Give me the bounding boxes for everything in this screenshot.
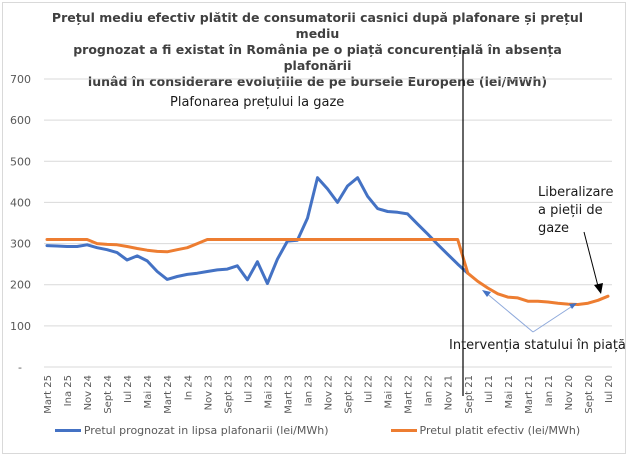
y-tick-label: 100 <box>10 320 31 333</box>
x-tick-label: Ian 23 <box>303 375 314 406</box>
x-tick-label: Ina 25 <box>63 375 74 406</box>
y-tick-label: 500 <box>10 155 31 168</box>
x-tick-label: Mai 24 <box>143 375 154 408</box>
x-tick-label: Iul 21 <box>484 375 495 403</box>
y-tick-label: 400 <box>10 196 31 209</box>
liberalization-annotation-line-1: Liberalizare <box>538 185 614 200</box>
x-tick-label: Mart 21 <box>524 375 535 414</box>
x-tick-label: Mai 23 <box>263 375 274 408</box>
chart-title: Prețul mediu efectiv plătit de consumato… <box>40 10 595 90</box>
title-line-1: Prețul mediu efectiv plătit de consumato… <box>51 10 584 41</box>
x-tick-label: Nov 20 <box>564 375 575 410</box>
legend-label-forecast: Pretul prognozat in lipsa plafonarii (le… <box>83 424 329 437</box>
y-tick-label: 200 <box>10 279 31 292</box>
intervention-arrowhead-left <box>482 290 491 297</box>
x-tick-label: Sept 20 <box>584 375 595 414</box>
x-tick-label: Sept 24 <box>103 375 114 414</box>
x-tick-label: Mart 24 <box>163 375 174 414</box>
x-tick-label: Mai 21 <box>504 375 515 408</box>
liberalization-arrowhead <box>594 283 603 294</box>
y-tick-label: 700 <box>10 73 31 86</box>
x-tick-label: Nov 22 <box>324 375 335 410</box>
cap-annotation: Plafonarea prețului la gaze <box>170 95 344 110</box>
chart-frame <box>2 2 626 454</box>
x-tick-label: Iul 20 <box>604 375 615 403</box>
x-tick-label: Iul 23 <box>243 375 254 403</box>
legend-item-forecast: Pretul prognozat in lipsa plafonarii (le… <box>54 424 329 437</box>
series-line-forecast <box>45 176 470 285</box>
x-tick-label: Mart 25 <box>43 375 54 414</box>
legend-item-actual: Pretul platit efectiv (lei/MWh) <box>390 424 581 437</box>
x-tick-label: Iul 22 <box>364 375 375 403</box>
x-tick-label: Ian 21 <box>544 375 555 406</box>
x-tick-label: Sept 22 <box>344 375 355 414</box>
y-tick-label: 300 <box>10 238 31 251</box>
liberalization-annotation-line-2: a pieții de <box>538 203 603 218</box>
intervention-arrow-left <box>484 291 534 333</box>
x-tick-label: Nov 23 <box>203 375 214 410</box>
legend-swatch-forecast <box>54 429 81 432</box>
x-tick-label: Sept 23 <box>223 375 234 414</box>
legend-swatch-actual <box>390 429 417 432</box>
x-axis-ticks: Mart 25 Ina 25 Nov 24 Sept 24 Iul 24 Mai 24 Ma… <box>43 375 615 414</box>
x-tick-label: Mart 22 <box>404 375 415 414</box>
x-tick-label: In 24 <box>183 375 194 400</box>
gridlines <box>44 78 612 368</box>
intervention-arrowhead-right <box>569 303 577 309</box>
x-tick-label: Mart 23 <box>283 375 294 414</box>
y-tick-label: 600 <box>10 114 31 127</box>
legend-label-actual: Pretul platit efectiv (lei/MWh) <box>419 424 581 437</box>
intervention-arrow-right <box>532 304 575 333</box>
liberalization-annotation-line-3: gaze <box>538 221 569 236</box>
y-axis-ticks: 700 600 500 400 300 200 100 - <box>10 73 31 374</box>
title-line-2: prognozat a fi existat în România pe o p… <box>73 42 562 73</box>
x-tick-label: Mai 22 <box>384 375 395 408</box>
x-tick-label: Nov 24 <box>83 375 94 410</box>
series-lines <box>45 176 610 306</box>
x-tick-label: Sept 21 <box>464 375 475 414</box>
title-line-3: lunâd în considerare evoluțiile de pe bu… <box>87 74 548 89</box>
liberalization-arrow <box>583 231 600 291</box>
x-tick-label: Nov 21 <box>444 375 455 410</box>
x-tick-label: Ian 22 <box>424 375 435 406</box>
series-line-actual <box>45 238 610 306</box>
intervention-annotation: Intervenția statului în piață <box>449 338 626 353</box>
y-tick-label: - <box>18 361 22 374</box>
x-tick-label: Iul 24 <box>123 375 134 403</box>
legend: Pretul prognozat in lipsa plafonarii (le… <box>0 424 635 437</box>
